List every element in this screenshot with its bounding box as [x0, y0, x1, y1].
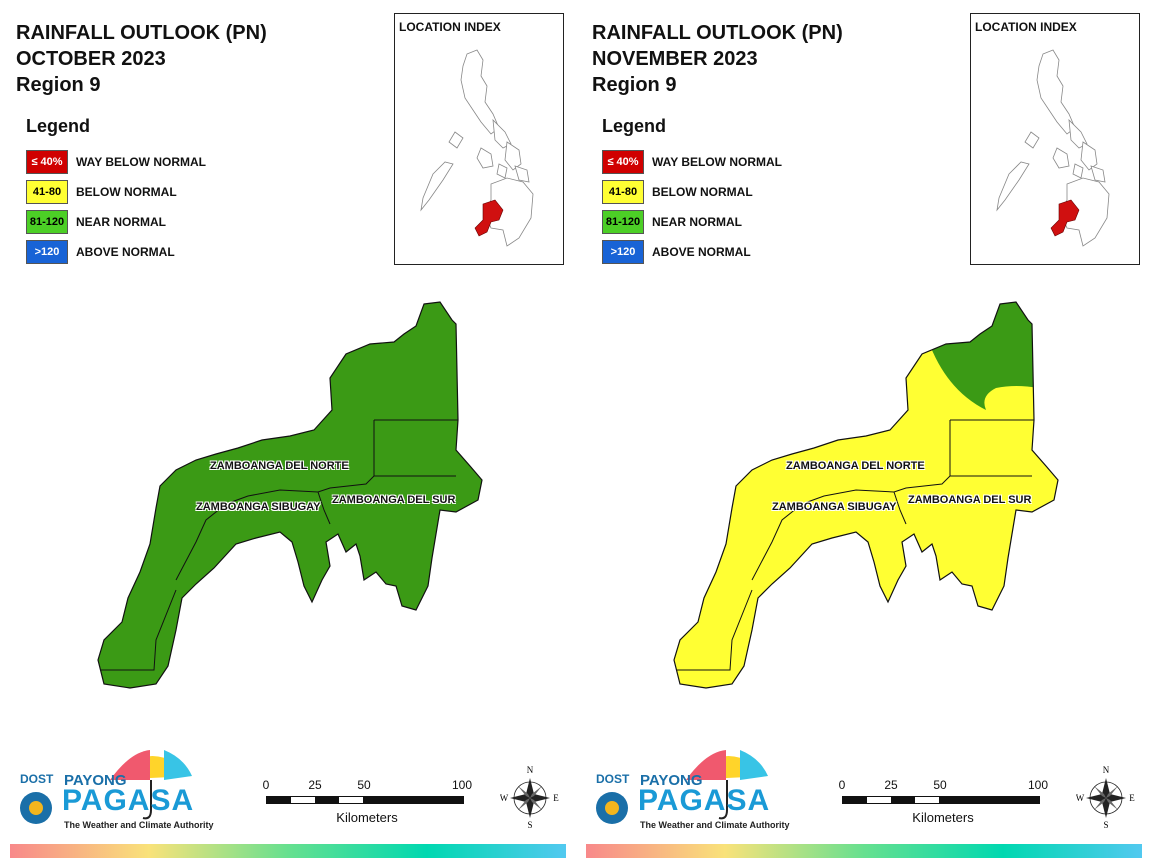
footer-gradient-bar [10, 844, 566, 858]
legend-swatch-near: 81-120 [26, 210, 68, 234]
province-label-zdn: ZAMBOANGA DEL NORTE [786, 460, 925, 472]
legend-swatch-below: 41-80 [602, 180, 644, 204]
inset-title: LOCATION INDEX [399, 20, 501, 34]
scale-tick-50: 50 [357, 778, 371, 792]
logo-payong-text: PAYONG [640, 772, 703, 789]
region-map-shape [97, 301, 483, 689]
inset-title: LOCATION INDEX [975, 20, 1077, 34]
scale-tick-25: 25 [308, 778, 322, 792]
scale-tick-0: 0 [262, 778, 270, 792]
compass-s: S [1103, 820, 1108, 830]
philippines-inset-map [420, 49, 534, 247]
legend: Legend ≤ 40% WAY BELOW NORMAL 41-80 BELO… [602, 116, 782, 267]
region-9-highlight [1050, 199, 1080, 237]
province-label-zds: ZAMBOANGA DEL SUR [908, 494, 1032, 506]
legend-item: >120 ABOVE NORMAL [602, 237, 782, 267]
compass-w: W [1076, 793, 1085, 803]
legend-swatch-near: 81-120 [602, 210, 644, 234]
legend-item: 41-80 BELOW NORMAL [602, 177, 782, 207]
legend-label: NEAR NORMAL [76, 215, 166, 229]
scale-tick-100: 100 [1027, 778, 1049, 792]
scale-tick-100: 100 [451, 778, 473, 792]
map-panel-november: RAINFALL OUTLOOK (PN) NOVEMBER 2023 Regi… [576, 0, 1152, 864]
logo-dost-text: DOST [20, 772, 54, 786]
logo-pagasa-text: PAGASA [638, 784, 771, 817]
legend-swatch-above: >120 [26, 240, 68, 264]
philippines-inset-map [996, 49, 1110, 247]
pagasa-logo: DOST PAYONG PAGASA The Weather and Clima… [14, 742, 214, 832]
legend-title: Legend [26, 116, 91, 136]
scale-tick-50: 50 [933, 778, 947, 792]
compass-w: W [500, 793, 509, 803]
compass-n: N [1103, 765, 1110, 775]
umbrella-logo-icon [596, 750, 768, 824]
region-map-shape [674, 302, 1058, 688]
compass-s: S [527, 820, 532, 830]
legend-swatch-above: >120 [602, 240, 644, 264]
province-label-zsib: ZAMBOANGA SIBUGAY [196, 501, 321, 513]
compass-e: E [1129, 793, 1135, 803]
legend-label: ABOVE NORMAL [652, 245, 751, 259]
scale-unit: Kilometers [336, 810, 398, 825]
compass-rose-icon: N S E W [500, 765, 559, 830]
legend-item: ≤ 40% WAY BELOW NORMAL [26, 147, 206, 177]
province-label-zdn: ZAMBOANGA DEL NORTE [210, 460, 349, 472]
title-line-1: RAINFALL OUTLOOK (PN) [16, 22, 267, 44]
map-title: RAINFALL OUTLOOK (PN) NOVEMBER 2023 Regi… [592, 20, 843, 98]
title-line-1: RAINFALL OUTLOOK (PN) [592, 22, 843, 44]
title-line-3: Region 9 [592, 74, 677, 96]
title-line-2: OCTOBER 2023 [16, 48, 166, 70]
location-index-inset: LOCATION INDEX [970, 13, 1140, 265]
logo-pagasa-text: PAGASA [62, 784, 195, 817]
province-label-zsib: ZAMBOANGA SIBUGAY [772, 501, 897, 513]
logo-payong-text: PAYONG [64, 772, 127, 789]
legend-item: 81-120 NEAR NORMAL [26, 207, 206, 237]
logo-tagline: The Weather and Climate Authority [64, 820, 214, 830]
legend-swatch-way-below: ≤ 40% [26, 150, 68, 174]
title-line-2: NOVEMBER 2023 [592, 48, 758, 70]
scale-tick-25: 25 [884, 778, 898, 792]
compass-n: N [527, 765, 534, 775]
map-title: RAINFALL OUTLOOK (PN) OCTOBER 2023 Regio… [16, 20, 267, 98]
footer-gradient-bar [586, 844, 1142, 858]
legend-label: WAY BELOW NORMAL [652, 155, 783, 169]
location-index-inset: LOCATION INDEX [394, 13, 564, 265]
legend-label: BELOW NORMAL [76, 185, 177, 199]
region-9-highlight [474, 199, 504, 237]
compass-rose-icon: N S E W [1076, 765, 1135, 830]
map-panel-october: RAINFALL OUTLOOK (PN) OCTOBER 2023 Regio… [10, 13, 566, 858]
legend-item: 41-80 BELOW NORMAL [26, 177, 206, 207]
logo-dost-text: DOST [596, 772, 630, 786]
legend-label: BELOW NORMAL [652, 185, 753, 199]
scale-bar: 0 25 50 100 Kilometers [838, 778, 1048, 825]
legend-swatch-below: 41-80 [26, 180, 68, 204]
region-9-map [97, 301, 483, 689]
legend-label: WAY BELOW NORMAL [76, 155, 207, 169]
umbrella-logo-icon [20, 750, 192, 824]
compass-e: E [553, 793, 559, 803]
legend-swatch-way-below: ≤ 40% [602, 150, 644, 174]
logo-tagline: The Weather and Climate Authority [640, 820, 790, 830]
scale-tick-0: 0 [838, 778, 846, 792]
scale-unit: Kilometers [912, 810, 974, 825]
title-line-3: Region 9 [16, 74, 101, 96]
legend-label: ABOVE NORMAL [76, 245, 175, 259]
legend: Legend ≤ 40% WAY BELOW NORMAL 41-80 BELO… [26, 116, 206, 267]
region-9-map [673, 301, 1059, 689]
legend-label: NEAR NORMAL [652, 215, 742, 229]
legend-item: ≤ 40% WAY BELOW NORMAL [602, 147, 782, 177]
legend-item: >120 ABOVE NORMAL [26, 237, 206, 267]
scale-bar: 0 25 50 100 Kilometers [262, 778, 472, 825]
legend-title: Legend [602, 116, 667, 136]
pagasa-logo: DOST PAYONG PAGASA The Weather and Clima… [590, 742, 790, 832]
province-label-zds: ZAMBOANGA DEL SUR [332, 494, 456, 506]
legend-item: 81-120 NEAR NORMAL [602, 207, 782, 237]
